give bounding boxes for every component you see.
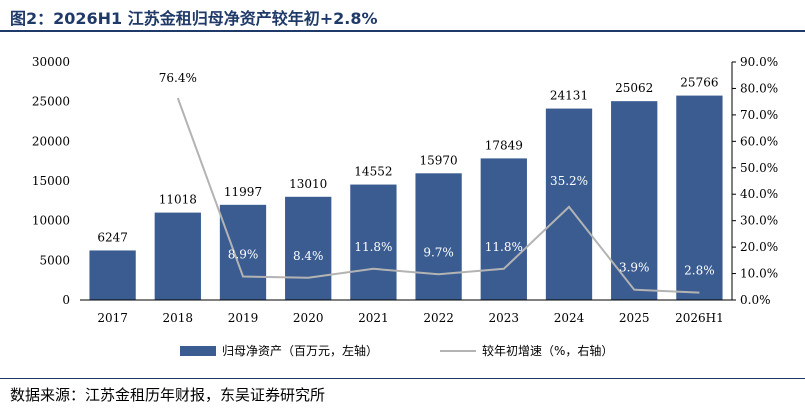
bar-value-label: 15970 bbox=[420, 153, 458, 167]
bar bbox=[611, 101, 658, 300]
bar bbox=[219, 204, 267, 300]
x-tick-label: 2022 bbox=[423, 311, 454, 325]
bar-value-label: 11997 bbox=[224, 185, 262, 199]
y-left-tick-label: 30000 bbox=[32, 55, 70, 69]
x-tick-label: 2023 bbox=[489, 311, 520, 325]
bar bbox=[480, 158, 527, 300]
bar bbox=[415, 173, 462, 300]
legend-label-bar: 归母净资产（百万元，左轴） bbox=[222, 344, 379, 358]
y-right-tick-label: 20.0% bbox=[740, 240, 778, 254]
x-tick-label: 2026H1 bbox=[675, 311, 724, 325]
y-right-tick-label: 40.0% bbox=[740, 187, 778, 201]
bar-value-label: 25062 bbox=[615, 81, 653, 95]
bar-value-label: 24131 bbox=[550, 89, 588, 103]
y-left-tick-label: 10000 bbox=[32, 214, 70, 228]
y-right-tick-label: 10.0% bbox=[740, 267, 778, 281]
bar bbox=[676, 95, 723, 300]
legend-label-line: 较年初增速（%，右轴） bbox=[482, 344, 614, 358]
bar bbox=[285, 196, 332, 300]
growth-line bbox=[176, 97, 700, 294]
growth-value-label: 8.4% bbox=[293, 249, 324, 263]
x-tick-label: 2017 bbox=[97, 311, 128, 325]
bar bbox=[350, 184, 397, 300]
bar-value-label: 17849 bbox=[485, 138, 523, 152]
growth-value-label: 8.9% bbox=[228, 247, 259, 261]
bar bbox=[154, 212, 201, 300]
bar-value-label: 13010 bbox=[289, 177, 327, 191]
bar-value-label: 25766 bbox=[680, 76, 718, 90]
source-note: 数据来源：江苏金租历年财报，东吴证券研究所 bbox=[10, 386, 326, 404]
y-right-tick-label: 60.0% bbox=[740, 134, 778, 148]
growth-value-label: 2.8% bbox=[684, 264, 715, 278]
y-right-tick-label: 30.0% bbox=[740, 214, 778, 228]
y-right-tick-label: 80.0% bbox=[740, 81, 778, 95]
legend-swatch-bar bbox=[180, 346, 216, 356]
y-left-tick-label: 25000 bbox=[32, 95, 70, 109]
combo-chart: 0 5000 10000 15000 20000 25000 30000 0.0% 10.0% 2… bbox=[32, 55, 778, 325]
growth-value-label: 9.7% bbox=[423, 245, 454, 259]
bar bbox=[545, 108, 593, 300]
bar-value-label: 6247 bbox=[97, 230, 128, 244]
chart-title: 图2：2026H1 江苏金租归母净资产较年初+2.8% bbox=[10, 9, 378, 28]
y-right-tick-label: 70.0% bbox=[740, 108, 778, 122]
y-right-tick-label: 90.0% bbox=[740, 55, 778, 69]
bar bbox=[89, 250, 136, 300]
title-divider bbox=[0, 30, 805, 32]
x-tick-label: 2019 bbox=[228, 311, 259, 325]
y-right-tick-label: 50.0% bbox=[740, 161, 778, 175]
y-right-tick-label: 0.0% bbox=[740, 293, 771, 307]
bar-value-label: 11018 bbox=[159, 193, 197, 207]
x-tick-label: 2018 bbox=[163, 311, 194, 325]
y-left-tick-label: 0 bbox=[62, 293, 70, 307]
growth-value-label: 11.8% bbox=[354, 240, 392, 254]
y-left-tick-label: 20000 bbox=[32, 134, 70, 148]
y-left-tick-label: 15000 bbox=[32, 174, 70, 188]
growth-value-label: 3.9% bbox=[619, 261, 650, 275]
growth-value-label: 11.8% bbox=[485, 240, 523, 254]
legend-swatch-line bbox=[440, 350, 476, 352]
x-tick-label: 2024 bbox=[554, 311, 585, 325]
growth-value-label: 35.2% bbox=[550, 174, 588, 188]
x-tick-label: 2025 bbox=[619, 311, 650, 325]
header: 图2：2026H1 江苏金租归母净资产较年初+2.8% bbox=[0, 0, 805, 34]
bar-value-label: 14552 bbox=[354, 165, 392, 179]
x-tick-label: 2020 bbox=[293, 311, 324, 325]
x-tick-label: 2021 bbox=[358, 311, 389, 325]
growth-value-label: 76.4% bbox=[159, 71, 197, 85]
source-divider bbox=[0, 378, 805, 379]
y-left-tick-label: 5000 bbox=[39, 253, 70, 267]
